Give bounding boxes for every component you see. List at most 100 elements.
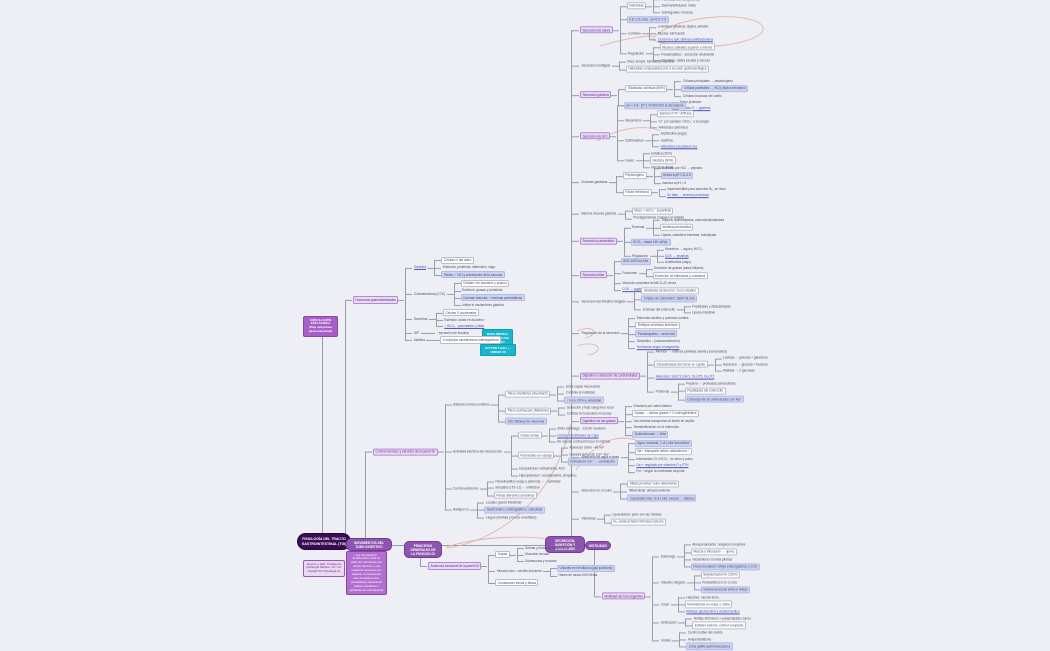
mindmap-node[interactable]: Vitaminas — [581, 516, 604, 521]
mindmap-node[interactable]: Estimulantes — [625, 138, 653, 143]
mindmap-node[interactable]: HCO₃⁻ hasta 145 mEq/L — [630, 238, 671, 246]
mindmap-node[interactable]: Lipasa, colesterol esterasa, fosfolipasa — [661, 232, 717, 237]
mindmap-node[interactable]: ↑ HCO₃⁻ pancreático y biliar — [444, 324, 485, 329]
mindmap-node[interactable]: Na⁺: transporte activo; aldosterona ↑ — [634, 448, 692, 456]
mindmap-node[interactable]: Bomba H⁺/K⁺-ATPasa — [657, 110, 694, 118]
mindmap-node[interactable]: Centro bulbar del vómito — [687, 630, 723, 635]
mindmap-node[interactable]: Emulsión por sales biliares — [633, 404, 672, 409]
mindmap-node[interactable]: Mitad distal: almacenamiento — [628, 488, 671, 493]
mindmap-node[interactable]: Parasimpático ↑ secreción abundante — [661, 52, 715, 57]
mindmap-node[interactable]: Reflejos nerviosos entéricos — [635, 322, 681, 330]
mindmap-node[interactable]: Simpático: saliva escasa y viscosa — [661, 58, 710, 63]
mindmap-node[interactable]: Pepsina → proteasas pancreáticas — [686, 381, 736, 386]
mindmap-node[interactable]: Regulación de la secreción — [581, 330, 629, 335]
mindmap-node[interactable]: Anhidrasa carbónica — [658, 125, 688, 130]
mindmap-node[interactable]: Cl⁻ por canales; HCO₃⁻ a la sangre — [658, 119, 710, 124]
mindmap-node[interactable]: B₁₂ unida al factor intrínseco (íleon) — [610, 518, 666, 526]
mindmap-node[interactable]: Núcleos salivales superior e inferior — [659, 43, 715, 51]
mindmap-node[interactable]: Secreción gástrica — [580, 91, 618, 99]
mindmap-node[interactable]: Intercambio Cl⁻/HCO₃⁻ en íleon y colon — [636, 456, 693, 461]
mindmap-node[interactable]: Contracción tónica y fásica — [495, 579, 539, 587]
mindmap-node[interactable]: Mecanismo — [625, 118, 651, 123]
mindmap-node[interactable]: GIP — [413, 330, 428, 335]
topic-pill-principles[interactable]: PRINCIPIOS GENERALES DE LA FUNCIÓN GI — [404, 541, 442, 559]
mindmap-node[interactable]: Vaciamiento: bomba pilórica — [692, 557, 733, 562]
mindmap-node[interactable]: Estímulo: proteínas, distensión, vago — [442, 265, 496, 270]
mindmap-node[interactable]: Zona gatillo quimiorreceptora — [686, 642, 733, 650]
mindmap-node[interactable]: Reflejo intrínseco + parasimpático sacro — [693, 615, 751, 620]
mindmap-node[interactable]: No causan contracción por sí mismas — [557, 439, 611, 444]
mindmap-node[interactable]: Complejos mioeléctricos interdigestivos — [440, 336, 502, 344]
mindmap-node[interactable]: Digestión de las grasas — [580, 417, 625, 425]
mindmap-node[interactable]: Criptas de Lieberkühn: 1800 mL/día — [641, 295, 697, 303]
mindmap-node[interactable]: Largos (médula y tronco encefálico) — [485, 515, 537, 520]
topic-splanchnic-circulation[interactable]: CIRCULACIÓN ESPLÁCNICA (flujo sanguíneo g… — [303, 316, 338, 337]
mindmap-node[interactable]: Activa a pH 1.8–3.5 — [660, 172, 694, 180]
mindmap-node[interactable]: Entrada de Ca²⁺ → contracción — [568, 457, 618, 466]
mindmap-node[interactable]: Maltasa → 2 glucosas — [723, 368, 755, 373]
mindmap-node[interactable]: Las micelas transportan al borde en cepi… — [633, 418, 695, 423]
mindmap-node[interactable]: Contrae la muscularis mucosae — [566, 412, 612, 417]
mindmap-node[interactable]: ↑ tono, ritmo y velocidad — [564, 396, 604, 404]
mindmap-node[interactable]: Potenciales en espiga — [517, 451, 561, 459]
mindmap-node[interactable]: Su falta → anemia perniciosa — [667, 193, 709, 198]
mindmap-node[interactable]: Lactasa → glucosa + galactosa — [723, 356, 768, 361]
mindmap-node[interactable]: Gastrina — [413, 265, 435, 270]
mindmap-node[interactable]: Vómito — [660, 637, 680, 642]
mindmap-node[interactable]: Hormonas gastrointestinales — [353, 296, 405, 304]
mindmap-node[interactable]: Fibras aferentes sensitivas — [493, 491, 537, 499]
mindmap-node[interactable]: Hiperpolarizan: noradrenalina, simpático — [519, 473, 577, 478]
mindmap-node[interactable]: Células G del antro — [441, 256, 474, 264]
mindmap-node[interactable]: Células S duodenales — [442, 308, 479, 317]
mindmap-node[interactable]: Secretina → agua y HCO₃⁻ — [665, 247, 704, 252]
mindmap-node[interactable]: Músculo liso = sincitio funcional — [496, 569, 550, 574]
mindmap-node[interactable]: Aparecen sobre −40 mV — [569, 445, 604, 450]
mindmap-node[interactable]: Liposolubles: junto con las micelas — [612, 512, 662, 517]
mindmap-node[interactable]: Sistema nervioso entérico — [453, 402, 498, 407]
mindmap-node[interactable]: Mucina: lubricación — [657, 31, 686, 36]
mindmap-node[interactable]: Emulsión de grasas (sales biliares) — [654, 266, 704, 271]
mindmap-node[interactable]: Despolarizan: estiramiento, ACh — [519, 466, 565, 471]
mindmap-node[interactable]: Estímulos táctiles y químicos locales — [636, 316, 689, 321]
mindmap-node[interactable]: 100 millones de neuronas — [505, 417, 547, 426]
mindmap-node[interactable]: Células G → gastrina — [680, 106, 711, 111]
topic-pill-secretion[interactable]: SECRECIÓN, DIGESTIÓN Y ABSORCIÓN — [545, 536, 585, 554]
mindmap-node[interactable]: Haustras: mezcla lenta — [686, 594, 719, 599]
mindmap-node[interactable]: Efecto: ↑ HCl y crecimiento de la mucosa — [441, 271, 505, 279]
topic-pill-movements[interactable]: MOVIMIENTOS DEL TUBO DIGESTIVO — [346, 538, 392, 552]
mindmap-node[interactable]: Moco protector — [680, 100, 702, 105]
mindmap-node[interactable]: Estómago — [660, 554, 685, 559]
mindmap-node[interactable]: Fases — [625, 158, 643, 163]
mindmap-node[interactable]: Glándulas de Brunner: moco alcalino — [641, 286, 699, 295]
mindmap-node[interactable]: Absorción en el colon — [581, 488, 622, 493]
mindmap-node[interactable]: Intestinal (10%) — [651, 165, 674, 170]
mindmap-node[interactable]: Acetilcolina (vago) — [660, 131, 687, 136]
mindmap-node[interactable]: Pepsinógeno — [622, 172, 653, 180]
mindmap-node[interactable]: Glándulas compuestas junto a la unión ga… — [625, 65, 710, 73]
mindmap-node[interactable]: Enzimas del enterocito — [642, 307, 684, 312]
mindmap-node[interactable]: Sacarasa → glucosa + fructosa — [723, 362, 768, 367]
mindmap-node[interactable]: Submandibulares: mixta — [661, 3, 696, 8]
mindmap-node[interactable]: Peristaltismo 0.5–2 cm/s — [702, 580, 737, 585]
mindmap-node[interactable]: Contrae vesícula; ↑ enzimas pancreáticas — [460, 294, 525, 302]
mindmap-node[interactable]: Plexo mientérico (Auerbach) — [505, 390, 557, 398]
mindmap-node[interactable]: Controla la motilidad — [565, 391, 595, 395]
mindmap-node[interactable]: 3/min estómago · 12/min duodeno — [557, 426, 606, 431]
mindmap-node[interactable]: Secreción de HCl — [580, 132, 616, 140]
mindmap-node[interactable]: pH ≈ 0.8 · [H⁺] ×3 000 000 la del plasma — [623, 101, 687, 110]
mindmap-node[interactable]: Parótidas: serosa (ptialina) — [660, 0, 701, 2]
mindmap-node[interactable]: 600–1000 mL/día — [620, 257, 651, 265]
mindmap-node[interactable]: Control autónomo — [453, 486, 488, 491]
mindmap-node[interactable]: Reflejos GI — [453, 507, 478, 512]
mindmap-node[interactable]: Prostaglandinas protegen el epitelio — [633, 216, 684, 221]
mindmap-node[interactable]: Defecación — [660, 620, 686, 625]
mindmap-node[interactable]: Hormonas según el segmento — [636, 345, 680, 350]
mindmap-node[interactable]: Uniones en hendidura (gap junctions) — [556, 564, 615, 572]
mindmap-node[interactable]: Motilina — [413, 337, 434, 342]
mindmap-node[interactable]: Absorción: SGLT1 (Na⁺), GLUT5, GLUT2 — [655, 375, 715, 380]
mindmap-node[interactable]: Motilidad del tubo digestivo — [602, 592, 652, 600]
mindmap-node[interactable]: Células parietales → HCl y factor intrín… — [681, 85, 749, 93]
mindmap-node[interactable]: Antiperistaltismo — [687, 636, 712, 641]
mindmap-node[interactable]: Gastrocólico, enterogástrico, colicoilea… — [484, 506, 545, 514]
mindmap-node[interactable]: Células mucosas del cuello — [682, 93, 722, 98]
